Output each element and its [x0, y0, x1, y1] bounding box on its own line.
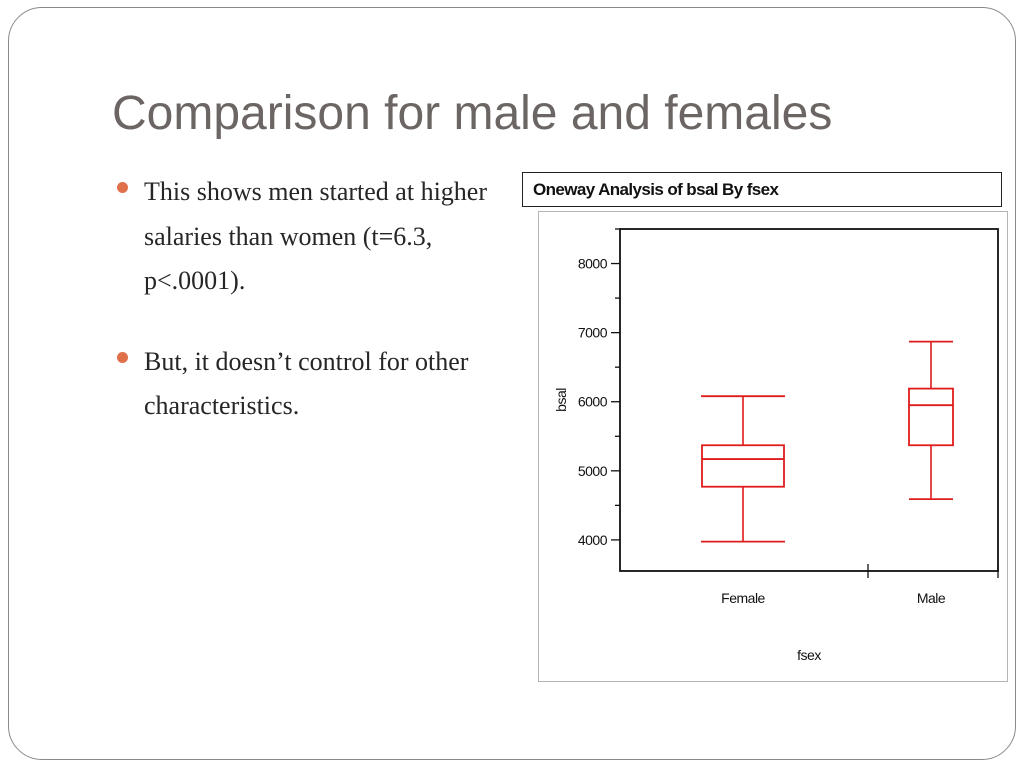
- x-tick-label: Female: [721, 590, 765, 606]
- bullet-list: This shows men started at higher salarie…: [114, 170, 514, 465]
- y-axis-title: bsal: [553, 388, 569, 412]
- y-tick-label: 5000: [578, 463, 608, 479]
- y-tick-label: 8000: [578, 256, 608, 272]
- bullet-item-1: This shows men started at higher salarie…: [114, 170, 514, 304]
- y-tick-label: 4000: [578, 532, 608, 548]
- bullet-text-2: But, it doesn’t control for other charac…: [144, 346, 469, 421]
- bullet-dot-icon: [117, 351, 128, 363]
- box-iqr: [701, 444, 785, 488]
- x-axis-title: fsex: [797, 647, 821, 663]
- chart-header: Oneway Analysis of bsal By fsex: [522, 172, 1002, 207]
- bullet-text-1: This shows men started at higher salarie…: [144, 177, 487, 295]
- box-iqr: [908, 387, 954, 447]
- chart-title: Oneway Analysis of bsal By fsex: [533, 180, 779, 199]
- boxplot-chart: 4000 5000 6000 7000 8000 Female Male fsex bsal: [553, 228, 999, 663]
- slide-title: Comparison for male and females: [112, 87, 833, 140]
- chart-panel: 4000 5000 6000 7000 8000 Female Male fsex bsal: [538, 211, 1008, 682]
- y-tick-label: 7000: [578, 325, 608, 341]
- bullet-item-2: But, it doesn’t control for other charac…: [114, 340, 514, 429]
- bullet-dot-icon: [117, 182, 128, 193]
- x-tick-label: Male: [917, 590, 946, 606]
- plot-frame: [619, 228, 999, 572]
- y-tick-label: 6000: [578, 394, 608, 410]
